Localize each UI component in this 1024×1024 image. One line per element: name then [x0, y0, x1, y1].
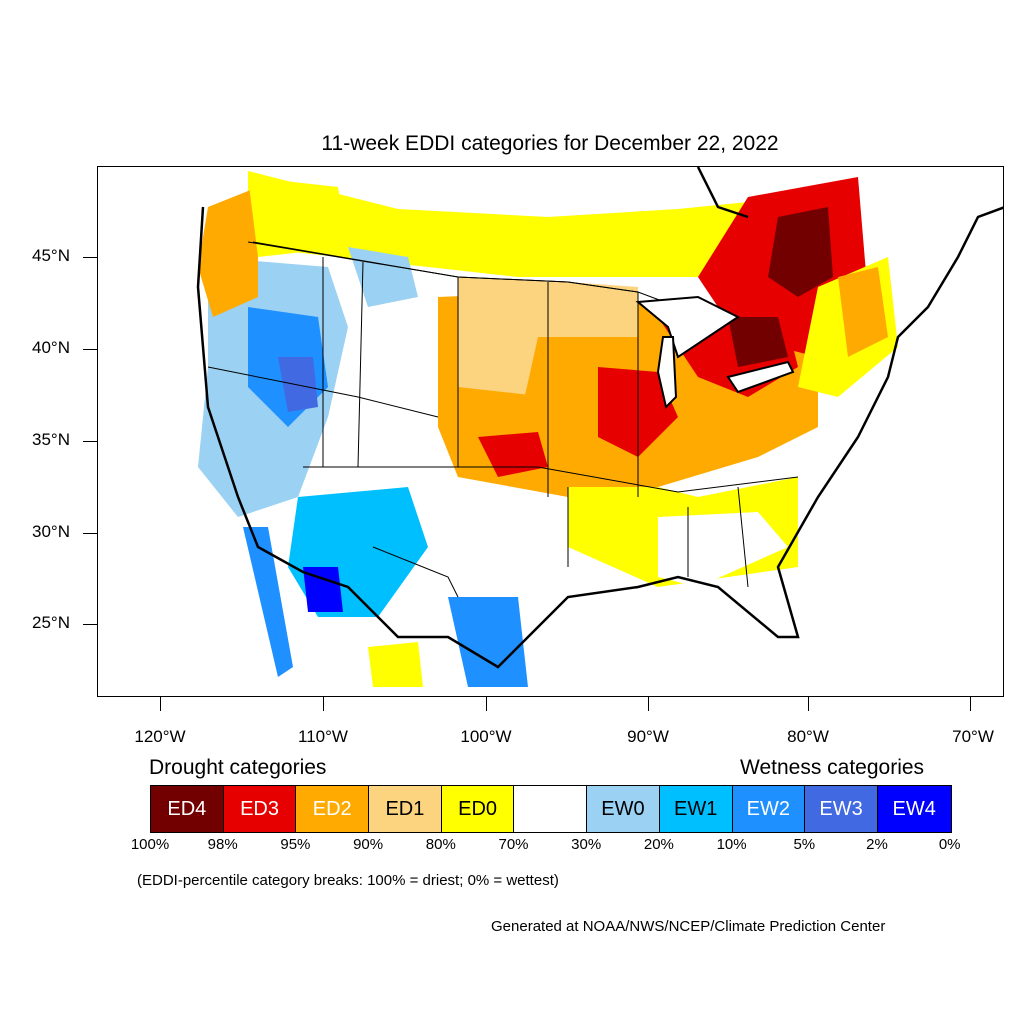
- percentile-break-label: 90%: [353, 836, 384, 853]
- canada-yellow-region: [248, 171, 858, 277]
- map-panel: [97, 166, 1004, 697]
- percentile-break-label: 5%: [793, 836, 816, 853]
- darkred-area-quebec: [768, 207, 833, 297]
- darkred-area-ontario: [728, 317, 788, 367]
- category-note: (EDDI-percentile category breaks: 100% =…: [137, 872, 559, 889]
- northeast-orange: [838, 267, 888, 357]
- wetness-heading: Wetness categories: [740, 756, 925, 779]
- lat-label-25: 25°N: [32, 613, 70, 632]
- lon-label-100: 100°W: [460, 727, 512, 746]
- pacific-nw-yellow: [248, 177, 348, 257]
- category-legend: ED4 ED3 ED2 ED1 ED0 EW0 EW1 EW2 EW3 EW4: [150, 785, 952, 833]
- state-boundaries: [207, 241, 799, 598]
- lat-label-30: 30°N: [32, 522, 70, 541]
- red-area-kansas: [478, 432, 548, 477]
- drought-heading: Drought categories: [149, 756, 327, 779]
- lat-label-40: 40°N: [32, 338, 70, 357]
- percentile-break-label: 70%: [498, 836, 529, 853]
- percentile-break-label: 95%: [280, 836, 311, 853]
- percentile-break-label: 100%: [130, 836, 170, 853]
- mexico-yellow: [368, 642, 423, 687]
- legend-box-ew3: EW3: [805, 786, 878, 832]
- great-lakes: [635, 295, 740, 359]
- lon-label-70: 70°W: [952, 727, 994, 746]
- percentile-break-label: 30%: [571, 836, 602, 853]
- lat-label-35: 35°N: [32, 430, 70, 449]
- lon-label-110: 110°W: [298, 727, 348, 746]
- percentile-break-label: 98%: [207, 836, 238, 853]
- legend-box-neutral: [514, 786, 588, 832]
- hudson-bay-edge: [696, 167, 749, 219]
- legend-box-ew2: EW2: [732, 786, 806, 832]
- lon-label-80: 80°W: [787, 727, 829, 746]
- legend-box-ed4: ED4: [151, 786, 224, 832]
- legend-box-ed1: ED1: [369, 786, 442, 832]
- texas-ew2: [448, 597, 528, 687]
- legend-box-ed3: ED3: [223, 786, 297, 832]
- percentile-break-label: 80%: [425, 836, 456, 853]
- percentile-break-label: 0%: [938, 836, 961, 853]
- lake-erie: [726, 360, 795, 394]
- percentile-break-label: 2%: [866, 836, 888, 853]
- lon-label-90: 90°W: [627, 727, 669, 746]
- percentile-break-label: 10%: [716, 836, 747, 853]
- lake-michigan: [656, 336, 678, 409]
- southeast-white: [658, 512, 788, 587]
- legend-box-ew0: EW0: [587, 786, 660, 832]
- us-coastline: [196, 206, 1003, 669]
- legend-box-ew4: EW4: [877, 786, 951, 832]
- canada-border: [247, 241, 679, 308]
- pacific-nw-orange: [198, 187, 258, 317]
- baja-coast-ew2: [243, 527, 293, 677]
- eddi-map: [196, 167, 1003, 687]
- lat-label-45: 45°N: [32, 246, 70, 265]
- legend-box-ed0: ED0: [441, 786, 515, 832]
- lon-label-120: 120°W: [134, 727, 186, 746]
- map-title: 11-week EDDI categories for December 22,…: [321, 132, 779, 155]
- legend-box-ed2: ED2: [296, 786, 370, 832]
- southwest-ew4: [303, 567, 343, 612]
- credit-text: Generated at NOAA/NWS/NCEP/Climate Predi…: [491, 918, 886, 935]
- legend-box-ew1: EW1: [659, 786, 733, 832]
- percentile-break-label: 20%: [643, 836, 674, 853]
